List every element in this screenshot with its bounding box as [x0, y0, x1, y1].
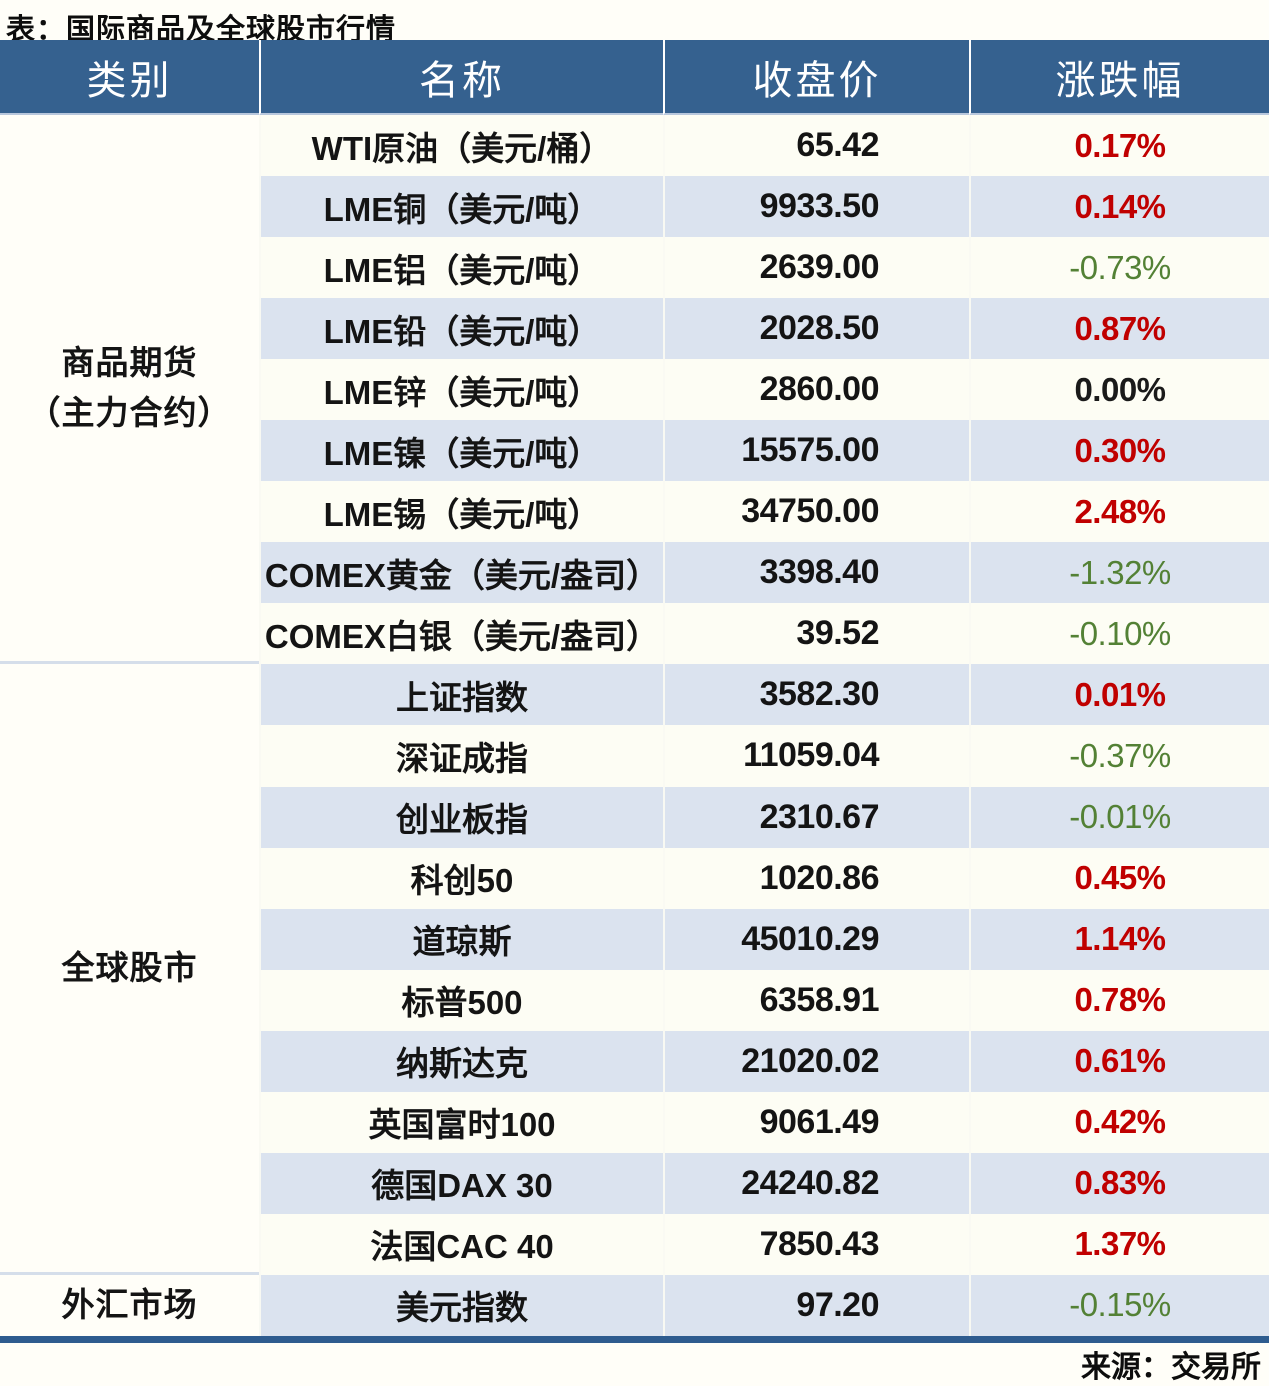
closing-price: 34750.00: [663, 481, 969, 543]
change-percent: 0.45%: [969, 847, 1269, 909]
closing-price: 2028.50: [663, 298, 969, 360]
closing-price: 3582.30: [663, 664, 969, 726]
category-cell: 商品期货 （主力合约）: [0, 115, 259, 665]
page-title: 表：国际商品及全球股市行情: [6, 14, 397, 46]
change-percent: 0.00%: [969, 359, 1269, 421]
change-percent: -0.15%: [969, 1274, 1269, 1336]
instrument-name: 德国DAX 30: [259, 1152, 663, 1214]
change-percent: 0.78%: [969, 969, 1269, 1031]
change-percent: 0.87%: [969, 298, 1269, 360]
column-header-category: 类别: [0, 40, 259, 115]
instrument-name: LME铜（美元/吨）: [259, 176, 663, 238]
source-note: 来源：交易所: [1081, 1351, 1261, 1385]
closing-price: 21020.02: [663, 1030, 969, 1092]
change-percent: -0.10%: [969, 603, 1269, 665]
change-percent: -0.37%: [969, 725, 1269, 787]
instrument-name: 法国CAC 40: [259, 1213, 663, 1275]
instrument-name: LME锌（美元/吨）: [259, 359, 663, 421]
change-percent: 0.17%: [969, 115, 1269, 177]
change-percent: 0.14%: [969, 176, 1269, 238]
closing-price: 2639.00: [663, 237, 969, 299]
instrument-name: LME镍（美元/吨）: [259, 420, 663, 482]
category-label-line: 商品期货: [61, 344, 198, 382]
closing-price: 97.20: [663, 1274, 969, 1336]
closing-price: 2310.67: [663, 786, 969, 848]
instrument-name: LME锡（美元/吨）: [259, 481, 663, 543]
instrument-name: COMEX白银（美元/盎司）: [259, 603, 663, 665]
instrument-name: LME铝（美元/吨）: [259, 237, 663, 299]
category-cell: 外汇市场: [0, 1275, 259, 1336]
change-percent: 0.83%: [969, 1152, 1269, 1214]
closing-price: 45010.29: [663, 908, 969, 970]
instrument-name: 纳斯达克: [259, 1030, 663, 1092]
closing-price: 9933.50: [663, 176, 969, 238]
change-percent: -0.01%: [969, 786, 1269, 848]
change-percent: 0.30%: [969, 420, 1269, 482]
instrument-name: 深证成指: [259, 725, 663, 787]
change-percent: 0.61%: [969, 1030, 1269, 1092]
instrument-name: 创业板指: [259, 786, 663, 848]
instrument-name: 英国富时100: [259, 1091, 663, 1153]
instrument-name: 科创50: [259, 847, 663, 909]
category-label-line: 外汇市场: [61, 1286, 198, 1324]
change-percent: -1.32%: [969, 542, 1269, 604]
column-header-close: 收盘价: [663, 40, 969, 115]
instrument-name: 标普500: [259, 969, 663, 1031]
table-bottom-border: [0, 1335, 1269, 1343]
closing-price: 65.42: [663, 115, 969, 177]
instrument-name: 上证指数: [259, 664, 663, 726]
closing-price: 15575.00: [663, 420, 969, 482]
instrument-name: 美元指数: [259, 1274, 663, 1336]
change-percent: -0.73%: [969, 237, 1269, 299]
closing-price: 3398.40: [663, 542, 969, 604]
change-percent: 1.14%: [969, 908, 1269, 970]
change-percent: 1.37%: [969, 1213, 1269, 1275]
market-table: 类别 名称 收盘价 涨跌幅 商品期货 （主力合约） WTI原油（美元/桶） 65.42…: [0, 40, 1269, 1336]
column-header-change: 涨跌幅: [969, 40, 1269, 115]
closing-price: 39.52: [663, 603, 969, 665]
closing-price: 1020.86: [663, 847, 969, 909]
instrument-name: 道琼斯: [259, 908, 663, 970]
instrument-name: LME铅（美元/吨）: [259, 298, 663, 360]
category-cell: 全球股市: [0, 664, 259, 1275]
closing-price: 7850.43: [663, 1213, 969, 1275]
closing-price: 11059.04: [663, 725, 969, 787]
closing-price: 9061.49: [663, 1091, 969, 1153]
instrument-name: WTI原油（美元/桶）: [259, 115, 663, 177]
closing-price: 2860.00: [663, 359, 969, 421]
column-header-name: 名称: [259, 40, 663, 115]
category-label-line: （主力合约）: [27, 394, 232, 432]
instrument-name: COMEX黄金（美元/盎司）: [259, 542, 663, 604]
change-percent: 0.01%: [969, 664, 1269, 726]
closing-price: 24240.82: [663, 1152, 969, 1214]
category-label-line: 全球股市: [61, 949, 198, 987]
change-percent: 2.48%: [969, 481, 1269, 543]
closing-price: 6358.91: [663, 969, 969, 1031]
change-percent: 0.42%: [969, 1091, 1269, 1153]
